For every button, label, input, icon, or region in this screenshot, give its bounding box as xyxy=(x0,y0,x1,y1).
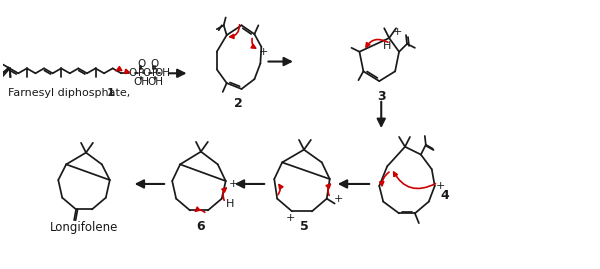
Text: OH: OH xyxy=(133,77,149,87)
Text: 6: 6 xyxy=(197,220,205,233)
Text: +: + xyxy=(436,181,445,191)
Text: +: + xyxy=(334,194,343,204)
Text: OH: OH xyxy=(147,77,163,87)
Text: 4: 4 xyxy=(440,189,449,202)
Text: Farnesyl diphosphate,: Farnesyl diphosphate, xyxy=(8,88,133,98)
Text: +: + xyxy=(229,179,238,189)
Text: +: + xyxy=(392,27,402,37)
Text: 1: 1 xyxy=(107,88,115,98)
Text: OH: OH xyxy=(155,68,171,78)
Text: 5: 5 xyxy=(299,220,308,233)
Text: +: + xyxy=(259,47,268,57)
Text: O: O xyxy=(137,59,145,69)
Text: O: O xyxy=(128,68,136,78)
Text: O: O xyxy=(151,59,159,69)
Text: P: P xyxy=(152,68,158,78)
Text: Longifolene: Longifolene xyxy=(50,221,118,233)
Text: O: O xyxy=(142,68,150,78)
Text: P: P xyxy=(138,68,144,78)
Text: H: H xyxy=(383,41,391,51)
Text: 3: 3 xyxy=(377,90,386,103)
Text: H: H xyxy=(226,199,234,208)
Text: +: + xyxy=(286,213,295,223)
Text: 2: 2 xyxy=(234,97,243,110)
